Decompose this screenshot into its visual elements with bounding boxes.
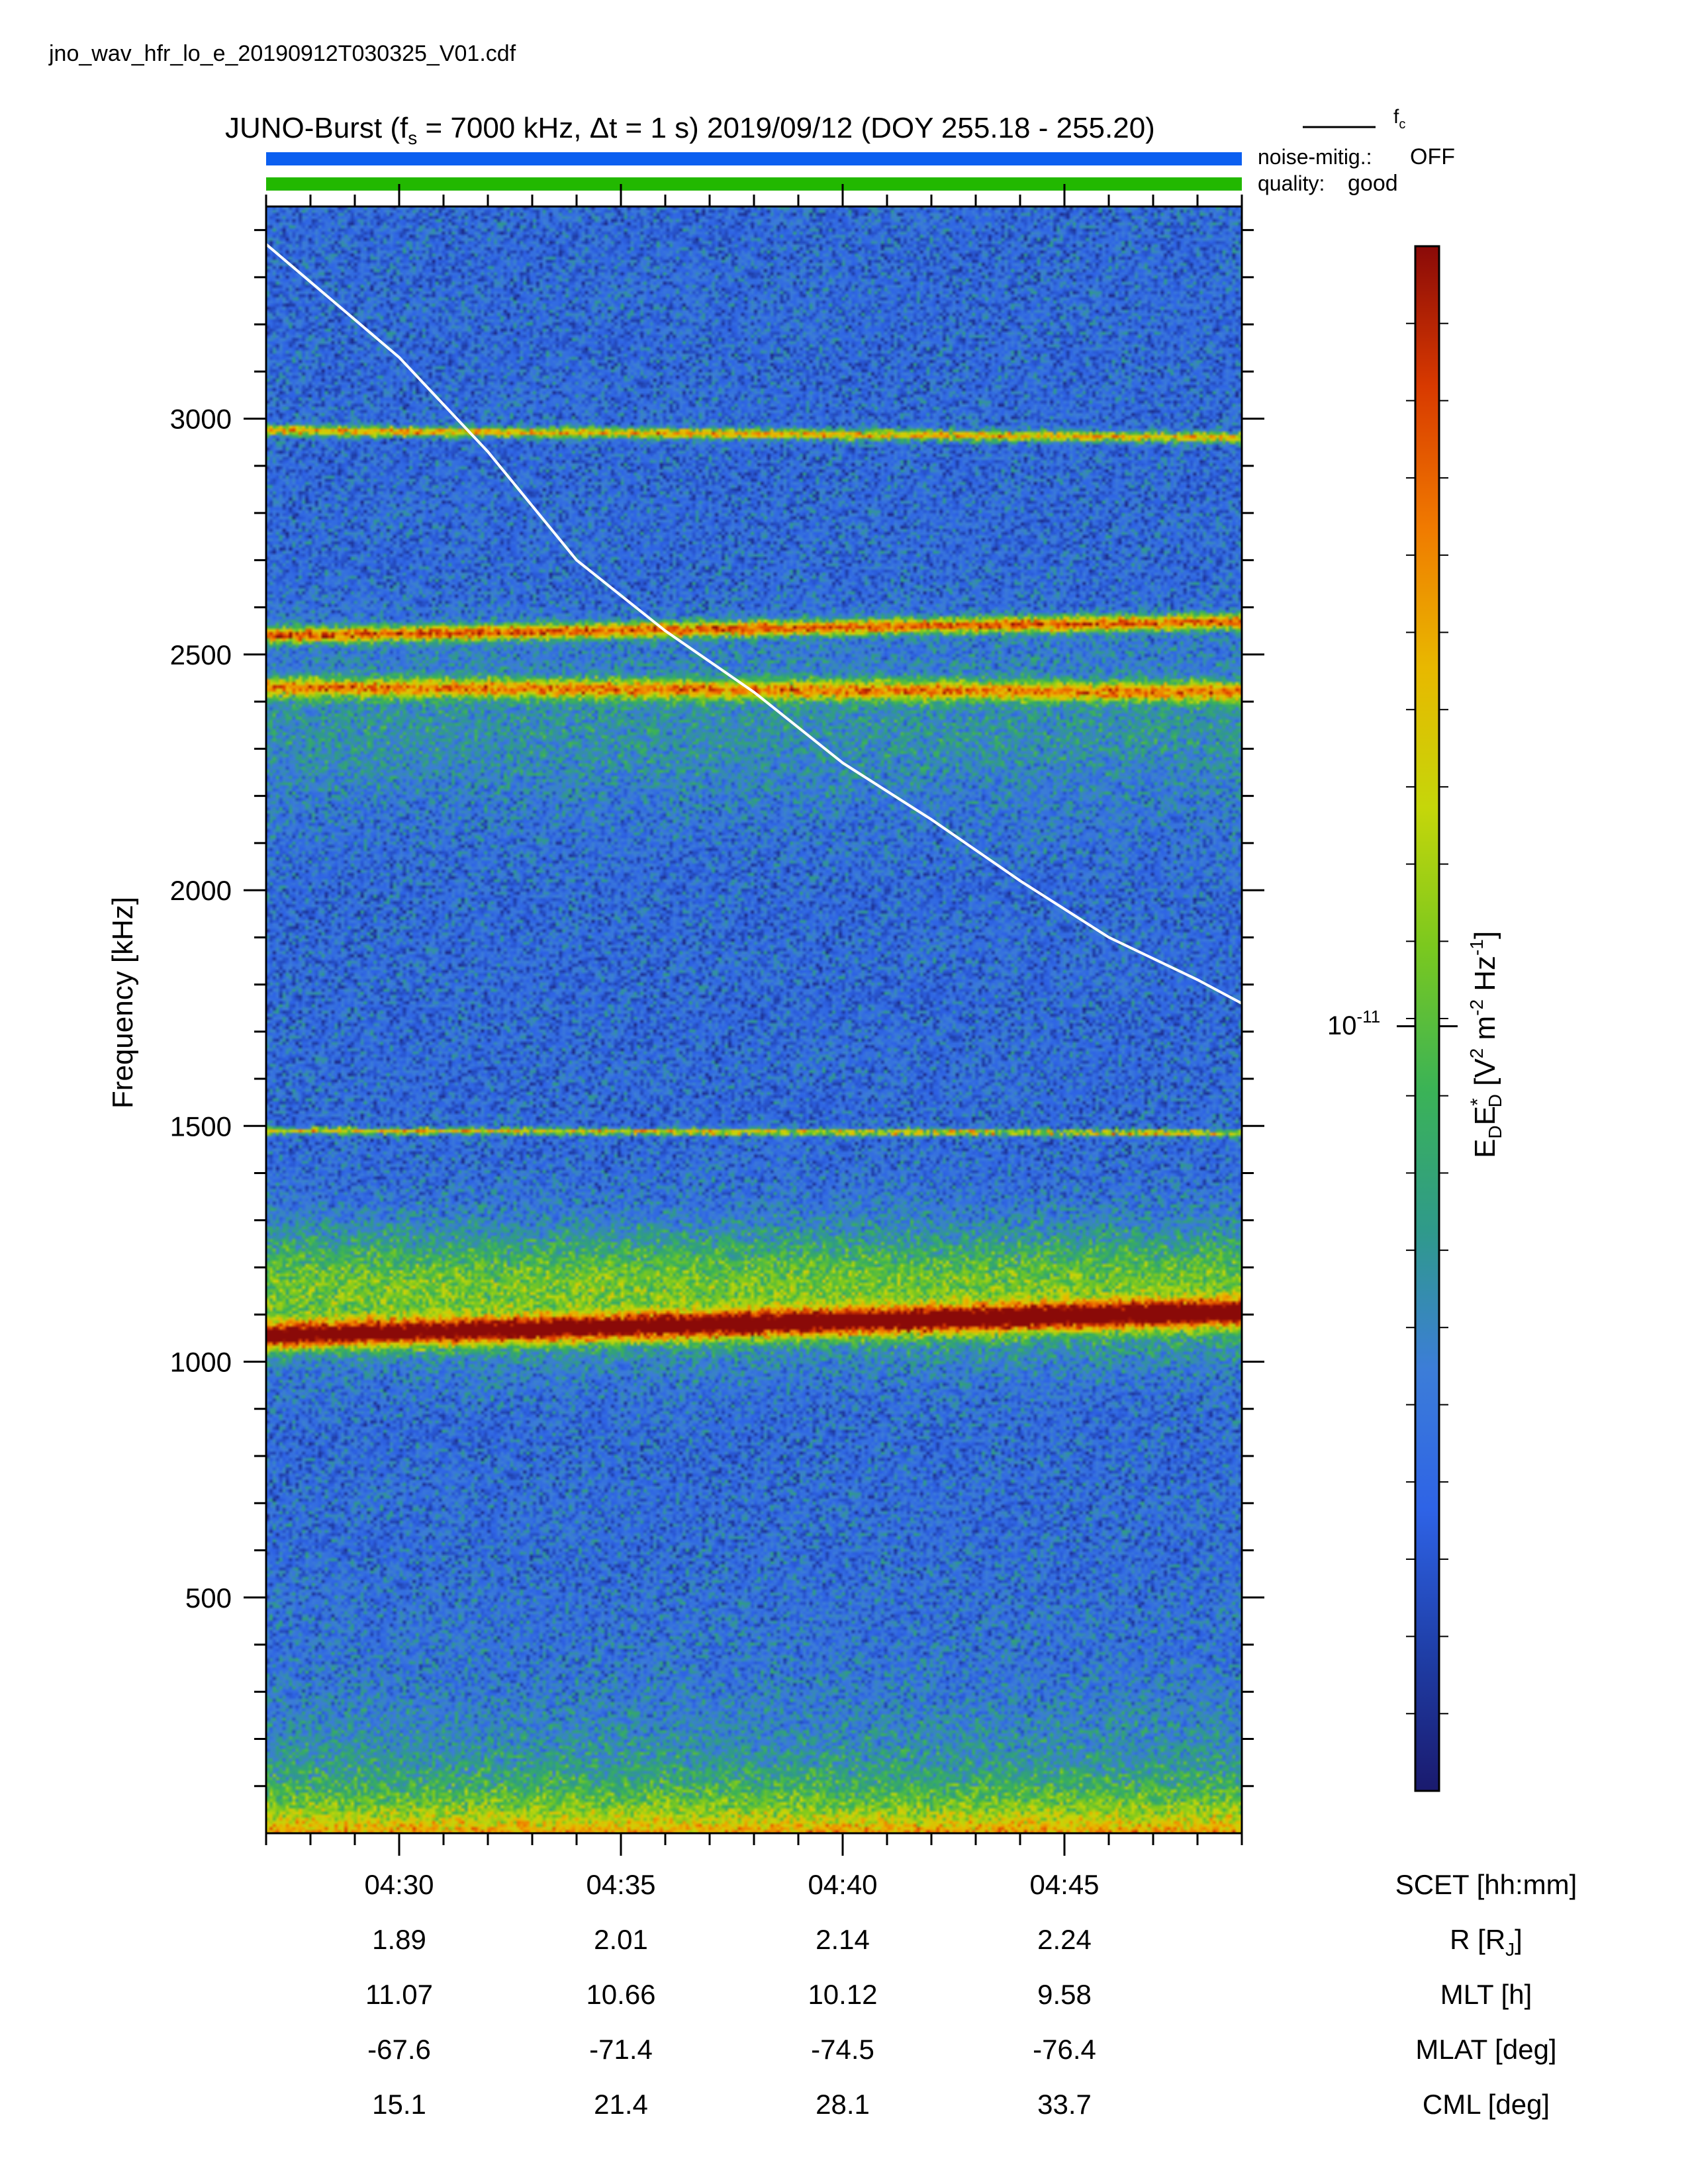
- spectrogram-image: [266, 206, 1242, 1833]
- x-row-value: 28.1: [816, 2089, 870, 2120]
- y-tick-label: 2500: [170, 639, 232, 670]
- fc-curve: [266, 243, 1242, 1005]
- x-row-value: 10.12: [808, 1979, 877, 2010]
- y-axis-ticks: [244, 229, 1264, 1788]
- x-row-value: -76.4: [1033, 2034, 1096, 2065]
- x-row-label: SCET [hh:mm]: [1395, 1869, 1577, 1900]
- y-tick-label: 1000: [170, 1347, 232, 1378]
- x-row-value: 21.4: [594, 2089, 648, 2120]
- x-row-value: 33.7: [1037, 2089, 1092, 2120]
- x-row-value: 15.1: [372, 2089, 426, 2120]
- quality-label: quality:: [1258, 171, 1325, 195]
- y-tick-label: 1500: [170, 1111, 232, 1142]
- x-row-label: R [RJ]: [1450, 1924, 1523, 1960]
- x-row-value: 04:40: [808, 1869, 877, 1900]
- x-row-value: 2.01: [594, 1924, 648, 1955]
- y-axis-label: Frequency [kHz]: [107, 897, 139, 1109]
- x-row-value: 9.58: [1037, 1979, 1092, 2010]
- x-row-value: 2.14: [816, 1924, 870, 1955]
- noise-mitigation-label: noise-mitig.:: [1258, 145, 1372, 169]
- y-tick-label: 500: [185, 1582, 232, 1614]
- colorbar-ticks: [1397, 322, 1458, 1715]
- colorbar-tick-label: 10-11: [1327, 1007, 1380, 1040]
- x-row-label: MLT [h]: [1440, 1979, 1532, 2010]
- x-row-value: -67.6: [367, 2034, 431, 2065]
- x-axis-ticks: [265, 184, 1243, 1856]
- colorbar-label: EDE*D [V2 m-2 Hz-1]: [1466, 931, 1505, 1158]
- x-row-value: 1.89: [372, 1924, 426, 1955]
- y-tick-label: 3000: [170, 404, 232, 435]
- x-row-label: MLAT [deg]: [1415, 2034, 1556, 2065]
- x-row-value: -71.4: [589, 2034, 653, 2065]
- y-axis-tick-labels: 500 1000 1500 2000 2500 3000: [170, 404, 232, 1614]
- chart-title: JUNO-Burst (fs = 7000 kHz, Δt = 1 s) 201…: [225, 112, 1155, 148]
- noise-mitigation-bar: [266, 152, 1242, 165]
- colorbar: [1414, 245, 1440, 1792]
- spectrogram: [266, 206, 1242, 1833]
- quality-value: good: [1348, 171, 1398, 196]
- y-tick-label: 2000: [170, 875, 232, 906]
- legend-fc-label: fc: [1393, 106, 1405, 132]
- x-row-label: CML [deg]: [1423, 2089, 1550, 2120]
- noise-mitigation-value: OFF: [1410, 144, 1455, 169]
- x-row-value: 11.07: [365, 1979, 433, 2010]
- x-row-value: 2.24: [1037, 1924, 1092, 1955]
- x-row-value: -74.5: [811, 2034, 874, 2065]
- x-row-value: 10.66: [586, 1979, 655, 2010]
- quality-bar: [266, 177, 1242, 191]
- file-name: jno_wav_hfr_lo_e_20190912T030325_V01.cdf: [48, 41, 516, 66]
- x-row-value: 04:35: [586, 1869, 655, 1900]
- x-row-value: 04:45: [1029, 1869, 1099, 1900]
- x-axis-ephemeris-rows: 04:30 04:35 04:40 04:45 SCET [hh:mm] 1.89 2.01…: [364, 1869, 1577, 2120]
- x-row-value: 04:30: [364, 1869, 434, 1900]
